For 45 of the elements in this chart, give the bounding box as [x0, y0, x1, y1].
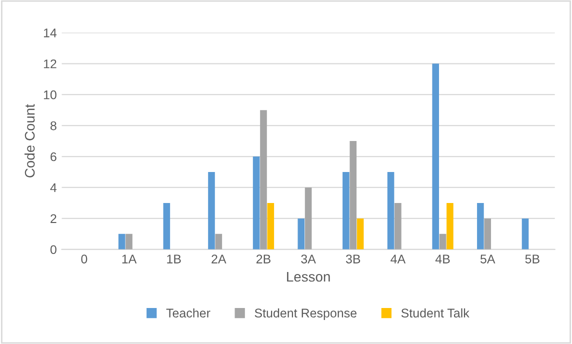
y-tick-label: 6	[50, 152, 56, 162]
x-tick-label: 2B	[256, 254, 270, 264]
x-tick-label: 4A	[390, 254, 406, 264]
bar	[267, 202, 274, 250]
bar	[252, 156, 260, 250]
bar	[522, 218, 529, 250]
legend-label: Student Talk	[401, 308, 470, 318]
bar	[126, 234, 132, 250]
y-tick-label: 0	[50, 245, 56, 254]
bar	[118, 234, 126, 250]
x-tick-label: 5A	[480, 254, 496, 264]
bar	[394, 202, 402, 250]
bar	[484, 218, 492, 250]
bar	[163, 202, 170, 250]
legend-label: Teacher	[166, 308, 210, 318]
y-tick-label: 10	[44, 90, 56, 100]
x-tick-label: 2A	[212, 254, 226, 264]
bar	[446, 202, 454, 250]
y-tick-label: 2	[50, 214, 56, 223]
x-tick-label: 0	[81, 254, 88, 264]
bar	[432, 64, 440, 250]
y-axis-title: Code Count	[24, 104, 35, 178]
x-axis-title: Lesson	[287, 272, 330, 282]
y-tick-label: 4	[50, 183, 57, 192]
y-tick-label: 14	[44, 28, 57, 38]
bar	[298, 218, 305, 250]
bar	[477, 202, 484, 250]
bar	[208, 172, 215, 250]
x-tick-label: 5B	[525, 254, 540, 264]
x-tick-label: 1B	[167, 254, 181, 264]
bar	[356, 218, 364, 250]
x-tick-label: 1A	[122, 254, 137, 264]
y-tick-label: 12	[44, 59, 56, 68]
bar	[350, 141, 357, 250]
bar	[260, 110, 267, 250]
x-tick-label: 4B	[435, 254, 450, 264]
legend-label: Student Response	[254, 308, 357, 320]
bar	[215, 234, 222, 250]
y-tick-label: 8	[50, 121, 56, 130]
bar	[304, 187, 312, 250]
bar	[387, 172, 394, 250]
bar	[439, 234, 446, 250]
x-tick-label: 3A	[301, 254, 316, 264]
bar	[342, 172, 350, 250]
x-tick-label: 3B	[346, 254, 360, 264]
